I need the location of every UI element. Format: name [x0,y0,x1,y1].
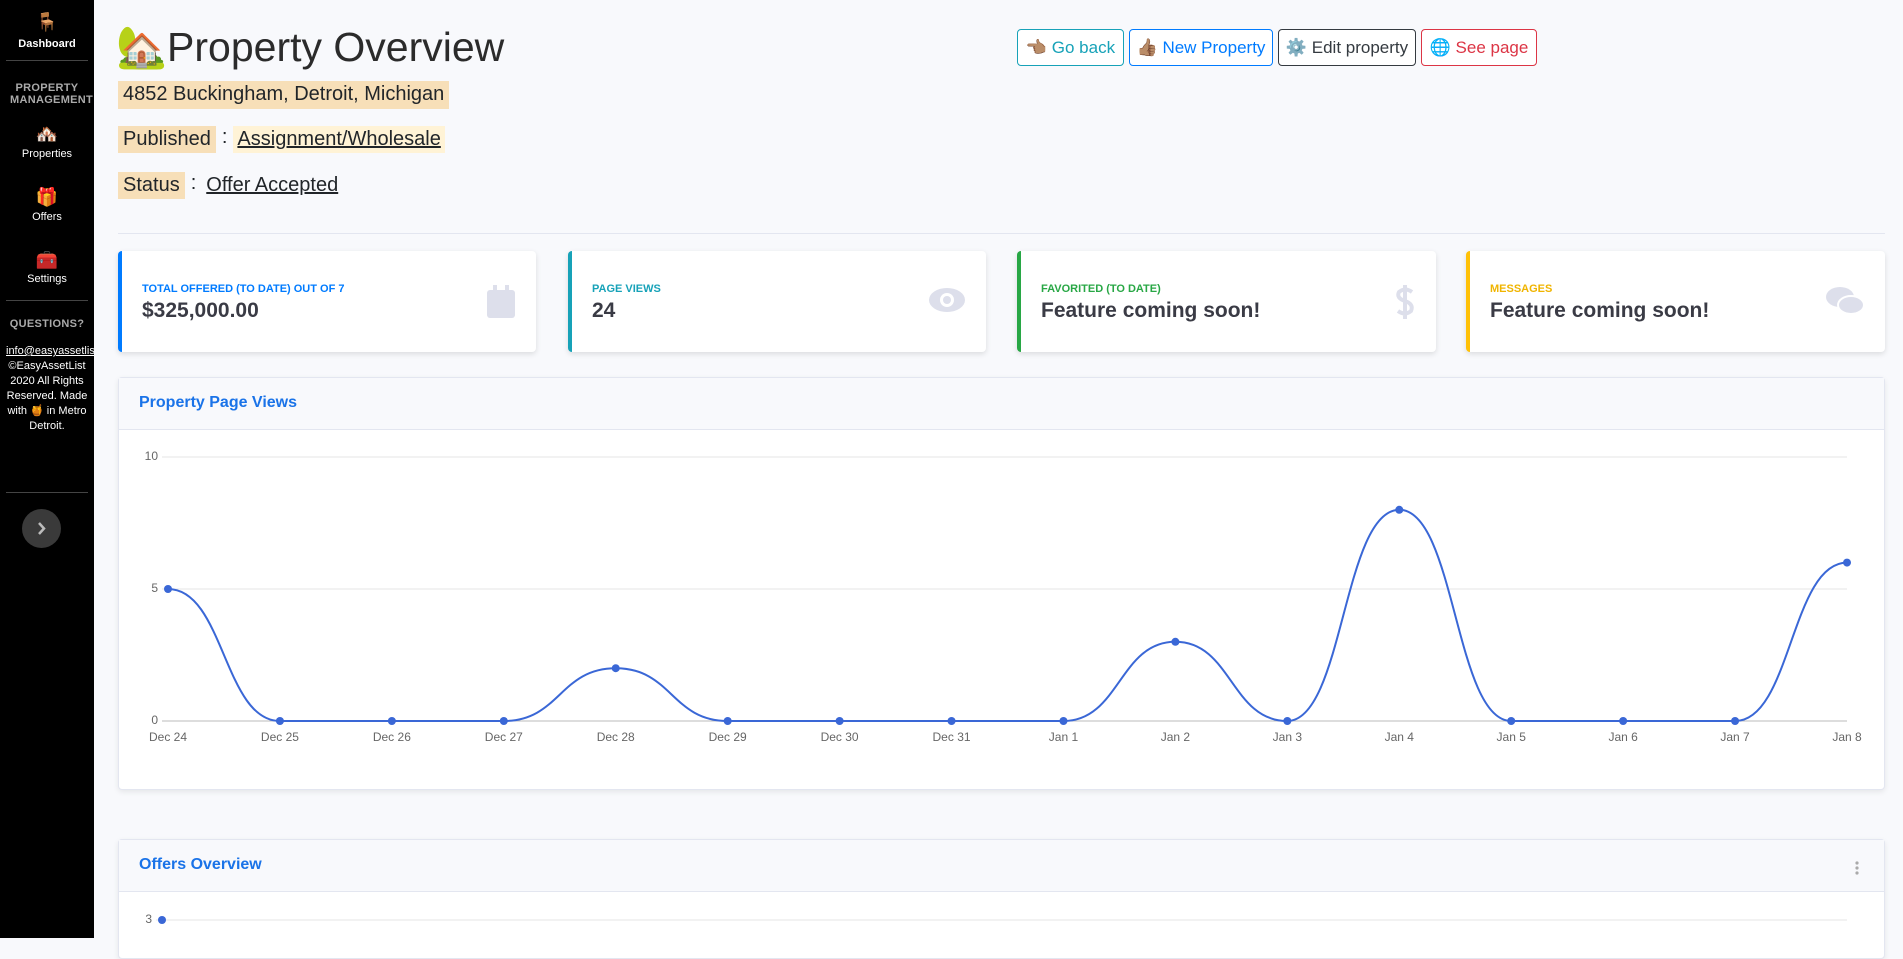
chevron [38,522,46,535]
x-tick-label: Dec 29 [709,730,747,744]
footer-text: ©EasyAssetList 2020 All Rights Reserved.… [6,360,88,432]
offers-panel: Offers Overview 3 [118,839,1885,959]
y-tick-label: 10 [145,449,159,463]
x-tick-label: Dec 28 [597,730,635,744]
questions: QUESTIONS? [9,318,85,330]
email-link[interactable]: info@easyassetlist.com [6,345,94,357]
card-label: MESSAGES [1490,283,1553,295]
x-tick-label: Jan 4 [1385,730,1415,744]
panel-title: Offers Overview [119,840,1884,892]
stat-card: PAGE VIEWS 24 [568,251,986,352]
nav-item[interactable]: Properties [21,148,73,160]
x-tick-label: Jan 3 [1273,730,1303,744]
point [1395,505,1404,514]
point [947,717,956,725]
go-back-button[interactable]: 👈🏽 Go back [1017,29,1124,66]
point [164,585,172,593]
stat-card: TOTAL OFFERED (TO DATE) OUT OF 7 $325,00… [118,251,536,352]
divider [6,60,88,61]
point [1283,717,1292,725]
point [1843,558,1851,567]
separator: : [190,172,197,194]
point [1731,717,1740,725]
stat-card: MESSAGES Feature coming soon! [1466,251,1885,352]
point [275,717,284,725]
card-label: FAVORITED (TO DATE) [1041,283,1161,295]
nav-item[interactable]: Settings [27,273,67,285]
published-label: Published [118,126,216,153]
x-tick-label: Jan 5 [1497,730,1527,744]
sidebar-toggle[interactable] [22,509,61,548]
point [1171,637,1180,646]
page-title: 🏡Property Overview [116,24,505,70]
point [158,916,166,924]
new-property-button[interactable]: 👍🏽 New Property [1129,29,1273,66]
point [835,717,844,725]
point [1619,717,1628,725]
status-value[interactable]: Offer Accepted [206,174,339,196]
page-views-chart: 0 5 10 Dec 24 Dec 25 Dec 26 Dec 27 Dec 28 Dec 29… [145,449,1862,744]
point [723,717,732,725]
nav-icon: 🧰 [35,250,59,270]
calendar-icon [487,285,515,318]
point [499,717,508,725]
eye-icon [929,288,965,312]
line [167,508,1848,723]
x-tick-label: Dec 27 [485,730,523,744]
status-label: Status [118,172,185,199]
offers-chart: 3 [145,912,1847,926]
x-tick-label: Jan 7 [1720,730,1750,744]
stat-card: FAVORITED (TO DATE) Feature coming soon! [1017,251,1436,352]
brand[interactable]: Dashboard [18,38,76,50]
point [1507,717,1516,725]
card-value: $325,000.00 [142,299,259,322]
x-tick-label: Dec 31 [933,730,971,744]
section-heading: PROPERTY MANAGEMENT [10,82,94,106]
panel-title: Property Page Views [119,378,1884,430]
x-tick-label: Jan 8 [1832,730,1862,744]
card-value: 24 [592,299,616,322]
divider [6,300,88,301]
nav-item[interactable]: Offers [32,211,62,223]
card-label: PAGE VIEWS [592,283,661,295]
published-value[interactable]: Assignment/Wholesale [233,126,445,153]
card-value: Feature coming soon! [1041,299,1261,322]
x-tick-label: Jan 2 [1161,730,1191,744]
point [1059,717,1068,725]
published-row: Published: Assignment/Wholesale [118,126,445,153]
edit-property-button[interactable]: ⚙️ Edit property [1278,29,1416,66]
point [611,664,620,673]
y-tick-label: 5 [151,581,158,595]
y-tick-label: 0 [151,713,158,727]
divider [118,233,1885,234]
status-row: Status: Offer Accepted [118,172,342,199]
address: 4852 Buckingham, Detroit, Michigan [118,81,450,109]
sidebar: 🪑 Dashboard PROPERTY MANAGEMENT 🏘️ Prope… [0,0,94,938]
card-value: Feature coming soon! [1490,299,1710,322]
brand-icon: 🪑 [35,12,59,32]
x-tick-label: Dec 30 [821,730,859,744]
y-tick-label: 3 [145,912,152,926]
dollar-icon [1396,285,1414,319]
menu-dots[interactable] [1854,860,1860,876]
divider [6,492,88,493]
x-tick-label: Jan 6 [1608,730,1638,744]
x-tick-label: Dec 24 [149,730,187,744]
comments-icon [1826,287,1865,315]
x-tick-label: Dec 26 [373,730,411,744]
x-tick-label: Jan 1 [1049,730,1079,744]
separator: : [221,126,228,148]
card-label: TOTAL OFFERED (TO DATE) OUT OF 7 [142,283,345,295]
see-page-button[interactable]: 🌐 See page [1421,29,1537,66]
nav-icon: 🎁 [35,187,59,207]
nav-icon: 🏘️ [35,124,59,144]
point [387,717,396,725]
page-views-panel: Property Page Views 0 5 10 Dec 24 Dec 25 Dec … [118,377,1885,790]
x-tick-label: Dec 25 [261,730,299,744]
